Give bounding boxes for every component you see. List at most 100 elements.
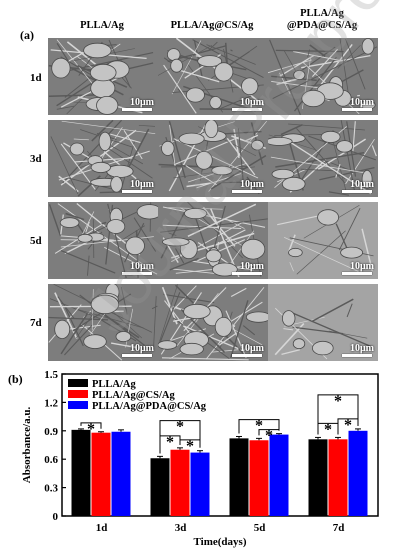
x-tick-label: 5d: [254, 522, 266, 534]
bar: [348, 430, 368, 516]
sem-texture: [158, 120, 268, 197]
legend-label: PLLA/Ag@CS/Ag: [92, 390, 175, 401]
sem-texture: [268, 202, 378, 279]
bar: [170, 449, 190, 516]
significance-bracket: [80, 422, 102, 429]
scale-bar: [232, 190, 262, 193]
bar: [308, 439, 328, 516]
x-tick-label: 1d: [96, 522, 108, 534]
legend-swatch: [68, 401, 88, 409]
column-header-line: PLLA/Ag: [80, 20, 124, 31]
panel-b-label: (b): [8, 372, 23, 386]
x-tick-label: 3d: [175, 522, 187, 534]
scale-bar: [232, 354, 262, 357]
legend-swatch: [68, 390, 88, 398]
sem-micrograph: 10μm: [158, 38, 268, 115]
bar: [249, 440, 269, 516]
legend-label: PLLA/Ag: [92, 379, 137, 390]
bar: [71, 429, 91, 516]
scale-bar-label: 10μm: [130, 179, 154, 190]
scale-bar: [342, 190, 372, 193]
scale-bar-label: 10μm: [350, 261, 374, 272]
significance-bracket: [337, 418, 359, 435]
scale-bar-label: 10μm: [130, 343, 154, 354]
bar: [91, 432, 111, 516]
significance-bracket: [317, 394, 359, 435]
scale-bar-label: 10μm: [350, 343, 374, 354]
sem-micrograph: 10μm: [268, 202, 378, 279]
row-label-7d: 7d: [30, 317, 42, 329]
y-tick-label: 0.9: [44, 426, 58, 438]
sem-texture: [268, 120, 378, 197]
sem-texture: [158, 202, 268, 279]
significance-star: *: [87, 421, 95, 438]
significance-bracket: [238, 419, 280, 434]
significance-bracket: [179, 439, 201, 448]
x-tick-label: 7d: [333, 522, 345, 534]
significance-star: *: [344, 417, 352, 434]
sem-micrograph: 10μm: [268, 120, 378, 197]
x-axis-label: Time(days): [194, 536, 247, 548]
sem-micrograph: 10μm: [48, 38, 158, 115]
y-tick-label: 1.5: [44, 369, 58, 381]
scale-bar-label: 10μm: [350, 97, 374, 108]
legend-label: PLLA/Ag@PDA@CS/Ag: [92, 401, 207, 412]
scale-bar-label: 10μm: [130, 97, 154, 108]
sem-texture: [48, 284, 158, 361]
significance-star: *: [255, 418, 263, 435]
significance-star: *: [265, 428, 273, 445]
sem-micrograph: 10μm: [158, 284, 268, 361]
column-header-plla-ag-pda-cs-ag: PLLA/Ag @PDA@CS/Ag: [267, 8, 377, 32]
scale-bar: [342, 272, 372, 275]
y-tick-label: 0.3: [44, 483, 58, 495]
significance-star: *: [176, 419, 184, 436]
column-header-plla-ag-cs-ag: PLLA/Ag@CS/Ag: [157, 20, 267, 32]
scale-bar: [342, 354, 372, 357]
y-tick-label: 0: [53, 511, 59, 523]
row-label-5d: 5d: [30, 235, 42, 247]
sem-texture: [48, 120, 158, 197]
sem-texture: [48, 202, 158, 279]
scale-bar-label: 10μm: [130, 261, 154, 272]
sem-texture: [48, 38, 158, 115]
column-header-line: PLLA/Ag@CS/Ag: [170, 20, 254, 31]
scale-bar: [342, 108, 372, 111]
bar: [229, 438, 249, 516]
column-header-line: PLLA/Ag: [300, 8, 344, 19]
sem-micrograph: 10μm: [48, 120, 158, 197]
significance-bracket: [159, 420, 201, 454]
sem-micrograph: 10μm: [268, 284, 378, 361]
sem-micrograph: 10μm: [158, 202, 268, 279]
column-header-line: @PDA@CS/Ag: [286, 20, 358, 31]
scale-bar-label: 10μm: [240, 97, 264, 108]
sem-texture: [158, 38, 268, 115]
sem-texture: [268, 38, 378, 115]
sem-micrograph: 10μm: [158, 120, 268, 197]
bar: [190, 452, 210, 516]
y-axis-label: Absorbance/a.u.: [21, 407, 33, 484]
panel-a-label: (a): [20, 28, 34, 42]
plot-frame: [61, 373, 379, 517]
scale-bar-label: 10μm: [240, 343, 264, 354]
significance-star: *: [324, 421, 332, 438]
scale-bar-label: 10μm: [240, 179, 264, 190]
row-label-1d: 1d: [30, 72, 42, 84]
column-header-plla-ag: PLLA/Ag: [47, 20, 157, 32]
y-tick-label: 1.2: [44, 397, 58, 409]
bar: [328, 439, 348, 516]
bar: [150, 458, 170, 516]
significance-star: *: [186, 438, 194, 455]
bar: [269, 434, 289, 516]
scale-bar-label: 10μm: [350, 179, 374, 190]
scale-bar: [122, 272, 152, 275]
significance-star: *: [334, 393, 342, 410]
significance-star: *: [166, 434, 174, 451]
scale-bar-label: 10μm: [240, 261, 264, 272]
sem-micrograph: 10μm: [48, 202, 158, 279]
sem-texture: [158, 284, 268, 361]
scale-bar: [122, 108, 152, 111]
sem-micrograph: 10μm: [48, 284, 158, 361]
row-label-3d: 3d: [30, 153, 42, 165]
sem-micrograph: 10μm: [268, 38, 378, 115]
y-tick-label: 0.6: [44, 454, 58, 466]
